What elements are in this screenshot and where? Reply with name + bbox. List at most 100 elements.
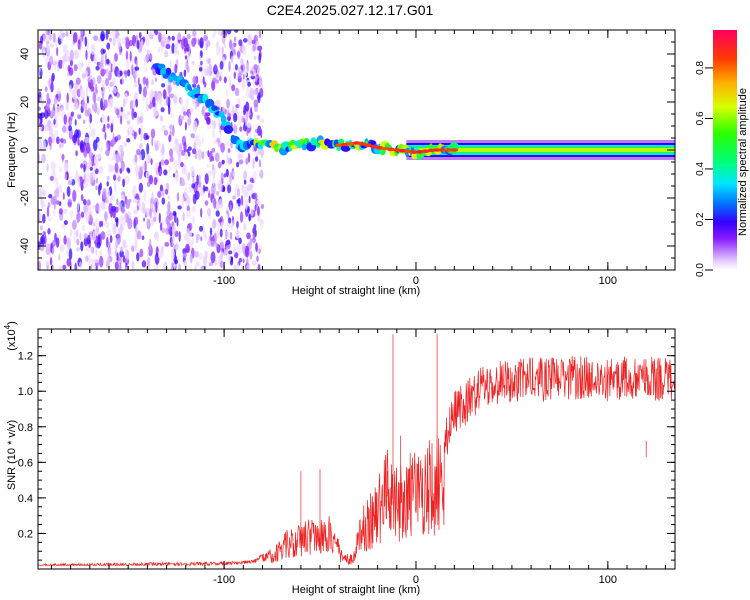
heatmap-cell: [219, 132, 222, 142]
heatmap-cell: [202, 76, 205, 85]
heatmap-cell: [253, 55, 257, 61]
colorbar-tick-label: 0.4: [695, 162, 706, 176]
heatmap-cell: [249, 177, 254, 183]
heatmap-cell: [139, 143, 143, 149]
heatmap-cell: [135, 98, 139, 108]
heatmap-cell: [245, 245, 250, 258]
heatmap-cell: [38, 118, 41, 124]
heatmap-cell: [111, 30, 117, 39]
heatmap-cell: [234, 36, 237, 42]
heatmap-cell: [159, 95, 163, 106]
heatmap-cell: [194, 250, 199, 258]
heatmap-cell: [247, 35, 252, 46]
heatmap-cell: [228, 217, 232, 224]
heatmap-cell: [177, 205, 182, 210]
heatmap-cell: [47, 228, 51, 235]
heatmap-cell: [80, 211, 85, 218]
heatmap-cell: [258, 159, 262, 168]
heatmap-cell: [219, 228, 223, 238]
heatmap-cell: [72, 134, 78, 144]
y-tick-label: 0.6: [18, 457, 33, 469]
colorbar-tick-label: 0.0: [695, 263, 706, 277]
heatmap-cell: [232, 170, 235, 178]
heatmap-cell: [44, 109, 49, 120]
heatmap-cell: [61, 32, 66, 38]
heatmap-cell: [160, 44, 164, 52]
heatmap-cell: [66, 246, 69, 257]
heatmap-cell: [58, 59, 63, 69]
heatmap-cell: [242, 79, 246, 90]
heatmap-cell: [172, 173, 176, 178]
heatmap-cell: [248, 195, 251, 204]
heatmap-cell: [206, 124, 212, 130]
heatmap-cell: [221, 159, 225, 165]
heatmap-cell: [62, 210, 67, 215]
heatmap-cell: [176, 192, 180, 202]
heatmap-cell: [99, 182, 102, 191]
heatmap-cell: [100, 98, 103, 110]
y-tick-label: 0.2: [18, 528, 33, 540]
heatmap-cell: [102, 79, 106, 92]
heatmap-cell: [68, 248, 73, 261]
heatmap-cell: [226, 98, 230, 109]
heatmap-cell: [166, 210, 170, 216]
heatmap-cell: [81, 73, 87, 79]
heatmap-cell: [142, 86, 147, 98]
heatmap-cell: [174, 242, 179, 251]
heatmap-cell: [45, 102, 50, 111]
y-tick-label: -40: [19, 238, 31, 254]
heatmap-cell: [211, 163, 215, 171]
heatmap-cell: [171, 235, 175, 247]
heatmap-cell: [187, 171, 191, 181]
heatmap-cell: [138, 32, 142, 39]
heatmap-cell: [161, 197, 166, 205]
heatmap-cell: [91, 246, 95, 254]
heatmap-cell: [256, 255, 259, 262]
heatmap-cell: [80, 241, 84, 252]
heatmap-cell: [198, 67, 203, 72]
heatmap-cell: [211, 147, 216, 153]
heatmap-cell: [171, 225, 176, 236]
heatmap-cell: [93, 35, 98, 41]
heatmap-cell: [246, 232, 251, 240]
heatmap-cell: [210, 240, 215, 248]
heatmap-cell: [43, 140, 47, 151]
heatmap-cell: [131, 64, 134, 76]
heatmap-cell: [86, 141, 90, 154]
heatmap-cell: [88, 254, 91, 266]
heatmap-cell: [227, 184, 232, 194]
heatmap-cell: [149, 208, 152, 219]
heatmap-cell: [86, 199, 91, 207]
heatmap-cell: [203, 35, 209, 41]
heatmap-cell: [159, 184, 163, 192]
heatmap-cell: [186, 66, 190, 73]
heatmap-cell: [151, 135, 154, 147]
heatmap-cell: [100, 231, 106, 240]
heatmap-cell: [77, 39, 81, 50]
heatmap-cell: [234, 30, 239, 33]
heatmap-cell: [85, 172, 90, 183]
svg-text:(x104): (x104): [3, 321, 18, 351]
heatmap-cell: [99, 250, 103, 257]
heatmap-cell: [258, 78, 263, 87]
heatmap-cell: [136, 252, 140, 262]
heatmap-cell: [136, 230, 142, 240]
heatmap-cell: [52, 58, 57, 71]
heatmap-cell: [201, 105, 205, 117]
heatmap-cell: [114, 136, 118, 143]
x-tick-label: 100: [599, 275, 617, 287]
heatmap-cell: [164, 159, 170, 166]
heatmap-cell: [233, 244, 236, 255]
heatmap-cell: [259, 169, 264, 179]
heatmap-cell: [50, 82, 54, 93]
heatmap-cell: [253, 192, 258, 200]
heatmap-cell: [183, 141, 187, 153]
heatmap-cell: [58, 166, 63, 173]
heatmap-cell: [224, 140, 229, 147]
spectrogram-xlabel: Height of straight line (km): [292, 285, 420, 297]
heatmap-cell: [156, 234, 159, 243]
heatmap-cell: [106, 58, 110, 65]
heatmap-cell: [249, 251, 253, 260]
heatmap-cell: [119, 70, 123, 77]
heatmap-cell: [125, 58, 130, 69]
